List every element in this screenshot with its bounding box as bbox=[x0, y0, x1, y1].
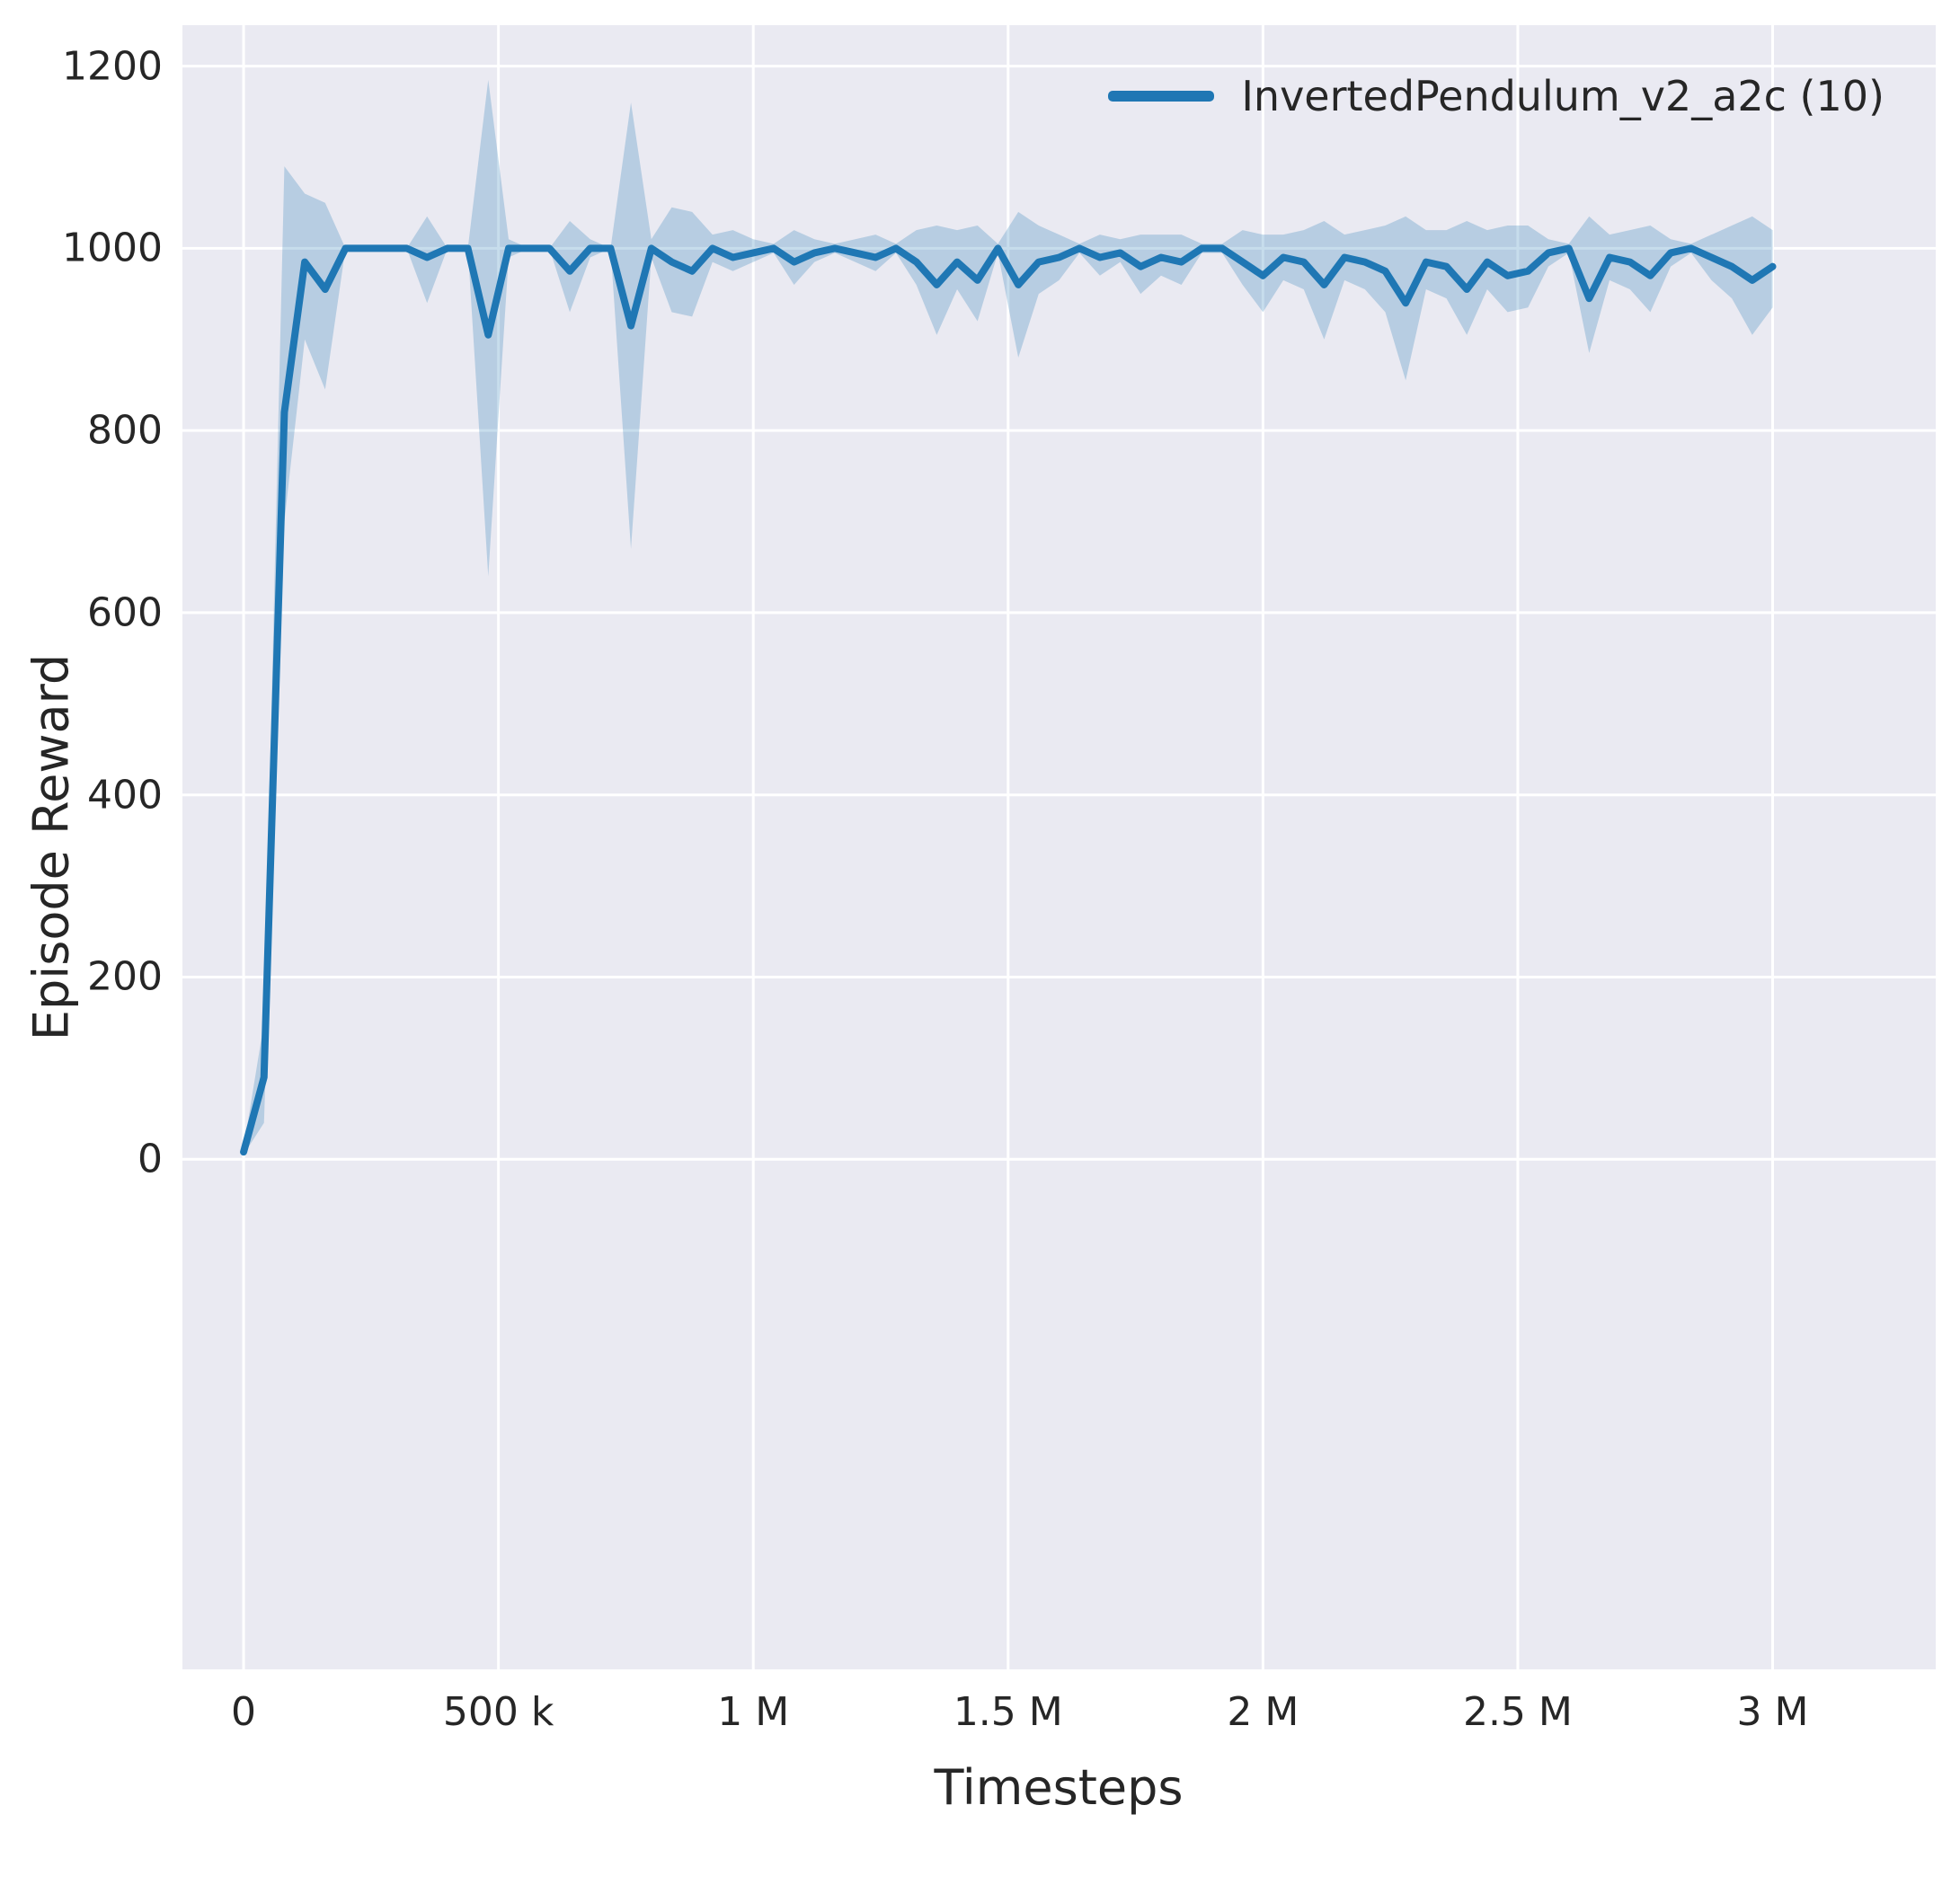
axes-background bbox=[182, 25, 1936, 1669]
y-tick-label: 400 bbox=[87, 772, 163, 819]
reward-line bbox=[240, 244, 1777, 1156]
y-tick-label: 600 bbox=[87, 589, 163, 636]
x-tick-label: 3 M bbox=[1736, 1689, 1809, 1735]
x-tick-label: 0 bbox=[231, 1689, 257, 1735]
legend: InvertedPendulum_v2_a2c (10) bbox=[1108, 72, 1885, 120]
y-axis-label: Episode Reward bbox=[22, 653, 80, 1041]
legend-label: InvertedPendulum_v2_a2c (10) bbox=[1241, 72, 1885, 120]
x-axis-label: Timesteps bbox=[934, 1759, 1184, 1816]
x-tick-label: 500 k bbox=[442, 1689, 554, 1735]
x-tick-label: 2 M bbox=[1227, 1689, 1299, 1735]
y-tick-label: 200 bbox=[87, 953, 163, 1000]
confidence-band bbox=[244, 79, 1773, 1155]
legend-line-swatch bbox=[1108, 91, 1215, 102]
x-tick-label: 1.5 M bbox=[953, 1689, 1063, 1735]
y-tick-label: 0 bbox=[137, 1136, 163, 1182]
y-tick-label: 1000 bbox=[62, 225, 163, 271]
x-tick-label: 2.5 M bbox=[1462, 1689, 1573, 1735]
y-tick-label: 1200 bbox=[62, 43, 163, 90]
y-tick-label: 800 bbox=[87, 407, 163, 454]
x-tick-label: 1 M bbox=[717, 1689, 790, 1735]
